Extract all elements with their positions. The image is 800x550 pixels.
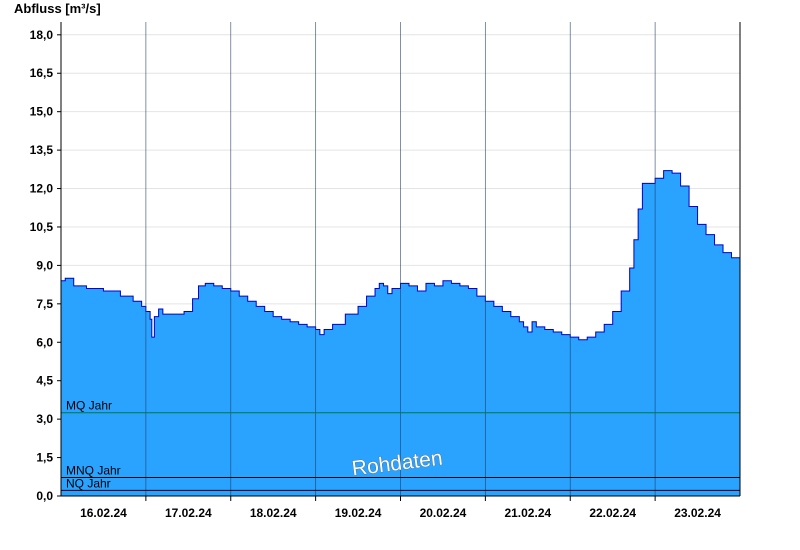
y-tick-label: 9,0 — [36, 258, 53, 272]
y-tick-label: 3,0 — [36, 412, 53, 426]
y-tick-label: 0,0 — [36, 489, 53, 503]
x-tick-label: 19.02.24 — [335, 506, 382, 520]
x-tick-label: 21.02.24 — [504, 506, 551, 520]
y-axis-title: Abfluss [m³/s] — [14, 1, 101, 16]
x-tick-label: 18.02.24 — [250, 506, 297, 520]
reference-line-label: MNQ Jahr — [66, 464, 121, 478]
y-tick-label: 6,0 — [36, 335, 53, 349]
x-tick-label: 16.02.24 — [80, 506, 127, 520]
x-tick-label: 22.02.24 — [589, 506, 636, 520]
x-tick-label: 17.02.24 — [165, 506, 212, 520]
day-separator-lines — [145, 22, 656, 496]
y-tick-label: 7,5 — [36, 297, 53, 311]
y-tick-label: 16,5 — [30, 66, 54, 80]
y-tick-label: 4,5 — [36, 374, 53, 388]
reference-line-label: MQ Jahr — [66, 399, 112, 413]
reference-line-label: NQ Jahr — [66, 476, 111, 490]
x-tick-label: 20.02.24 — [420, 506, 467, 520]
x-tick-label: 23.02.24 — [674, 506, 721, 520]
y-tick-label: 12,0 — [30, 182, 54, 196]
y-tick-label: 10,5 — [30, 220, 54, 234]
y-tick-label: 13,5 — [30, 143, 54, 157]
y-tick-label: 15,0 — [30, 105, 54, 119]
y-axis-ticks: 0,0 1,5 3,0 4,5 6,0 7,5 9,0 10,5 12,0 13,5 15,0 16,… — [30, 28, 61, 503]
x-axis-ticks: 16.02.24 17.02.24 18.02.24 19.02.24 20.02.24… — [80, 496, 721, 520]
discharge-line — [61, 170, 741, 341]
y-tick-label: 18,0 — [30, 28, 54, 42]
y-tick-label: 1,5 — [36, 451, 53, 465]
